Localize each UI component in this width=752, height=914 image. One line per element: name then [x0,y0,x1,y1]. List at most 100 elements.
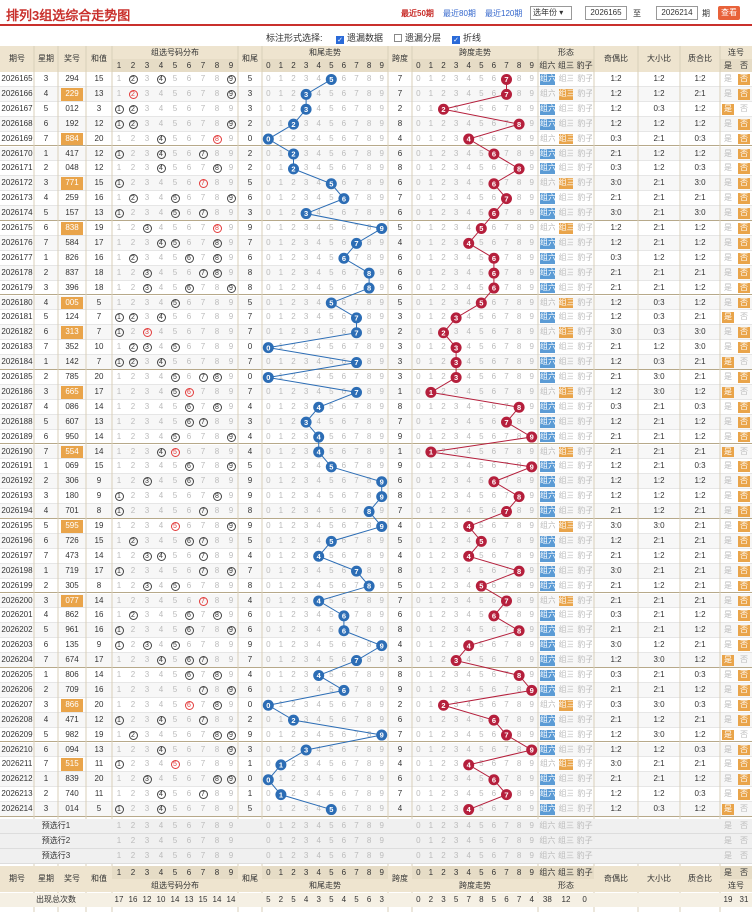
from-period-input[interactable]: 2026165 [585,6,627,20]
preview-span-cell[interactable]: 9 [525,849,538,864]
preview-span-cell[interactable]: 4 [462,834,475,849]
preview-dist-cell[interactable]: 5 [168,834,182,849]
preview-yes[interactable]: 是 [720,834,736,849]
preview-tail-cell[interactable]: 1 [275,849,288,864]
preview-yes[interactable]: 是 [720,819,736,834]
preview-span-cell[interactable]: 2 [437,849,450,864]
preview-tail-cell[interactable]: 7 [350,849,363,864]
preview-dist-cell[interactable]: 2 [126,849,140,864]
preview-span-cell[interactable]: 2 [437,834,450,849]
preview-form-cell[interactable]: 组六 [538,834,557,849]
preview-dist-cell[interactable]: 4 [154,819,168,834]
option-missing-data[interactable]: ✓ 遗漏数据 [336,31,383,44]
preview-tail-cell[interactable]: 8 [363,834,376,849]
preview-dist-cell[interactable]: 3 [140,819,154,834]
preview-tail-cell[interactable]: 9 [375,834,388,849]
preview-tail-cell[interactable]: 1 [275,819,288,834]
preview-no[interactable]: 否 [736,834,752,849]
preview-span-cell[interactable]: 4 [462,819,475,834]
preview-span-cell[interactable]: 5 [475,834,488,849]
preview-dist-cell[interactable]: 3 [140,834,154,849]
preview-span-cell[interactable]: 1 [425,849,438,864]
preview-form-cell[interactable]: 组六 [538,819,557,834]
period-link-50[interactable]: 最近50期 [401,8,434,19]
preview-form-cell[interactable]: 组三 [557,834,576,849]
checkbox-icon[interactable]: ✓ [336,36,344,44]
preview-dist-cell[interactable]: 6 [182,819,196,834]
preview-tail-cell[interactable]: 0 [262,834,275,849]
preview-span-cell[interactable]: 0 [412,819,425,834]
preview-tail-cell[interactable]: 5 [325,819,338,834]
preview-tail-cell[interactable]: 0 [262,819,275,834]
checkbox-icon[interactable]: ✓ [452,36,460,44]
preview-dist-cell[interactable]: 8 [210,834,224,849]
preview-form-cell[interactable]: 组三 [557,849,576,864]
preview-span-cell[interactable]: 8 [513,834,526,849]
preview-tail-cell[interactable]: 6 [338,834,351,849]
query-button[interactable]: 查看 [718,6,740,20]
preview-dist-cell[interactable]: 6 [182,849,196,864]
preview-yes[interactable]: 是 [720,849,736,864]
preview-span-cell[interactable]: 3 [450,849,463,864]
preview-tail-cell[interactable]: 2 [287,849,300,864]
preview-tail-cell[interactable]: 1 [275,834,288,849]
preview-span-cell[interactable]: 9 [525,834,538,849]
preview-tail-cell[interactable]: 3 [300,849,313,864]
preview-dist-cell[interactable]: 9 [224,849,238,864]
preview-tail-cell[interactable]: 3 [300,819,313,834]
preview-dist-cell[interactable]: 7 [196,819,210,834]
preview-span-cell[interactable]: 0 [412,834,425,849]
preview-dist-cell[interactable]: 5 [168,819,182,834]
preview-form-cell[interactable]: 豹子 [575,849,594,864]
preview-dist-cell[interactable]: 7 [196,834,210,849]
preview-span-cell[interactable]: 8 [513,849,526,864]
preview-span-cell[interactable]: 5 [475,819,488,834]
preview-span-cell[interactable]: 7 [500,819,513,834]
preview-tail-cell[interactable]: 6 [338,819,351,834]
preview-tail-cell[interactable]: 8 [363,849,376,864]
preview-span-cell[interactable]: 0 [412,849,425,864]
preview-tail-cell[interactable]: 3 [300,834,313,849]
preview-tail-cell[interactable]: 4 [312,819,325,834]
preview-dist-cell[interactable]: 5 [168,849,182,864]
preview-tail-cell[interactable]: 7 [350,819,363,834]
to-period-input[interactable]: 2026214 [656,6,698,20]
preview-tail-cell[interactable]: 6 [338,849,351,864]
preview-dist-cell[interactable]: 1 [112,834,126,849]
preview-dist-cell[interactable]: 7 [196,849,210,864]
preview-span-cell[interactable]: 1 [425,819,438,834]
preview-span-cell[interactable]: 2 [437,819,450,834]
preview-span-cell[interactable]: 3 [450,819,463,834]
preview-span-cell[interactable]: 6 [488,819,501,834]
preview-tail-cell[interactable]: 9 [375,819,388,834]
preview-form-cell[interactable]: 组六 [538,849,557,864]
preview-dist-cell[interactable]: 2 [126,834,140,849]
option-polyline[interactable]: ✓ 折线 [452,31,481,44]
preview-span-cell[interactable]: 1 [425,834,438,849]
preview-span-cell[interactable]: 6 [488,834,501,849]
preview-dist-cell[interactable]: 8 [210,849,224,864]
period-link-120[interactable]: 最近120期 [485,8,522,19]
preview-dist-cell[interactable]: 4 [154,834,168,849]
preview-tail-cell[interactable]: 4 [312,834,325,849]
preview-tail-cell[interactable]: 4 [312,849,325,864]
preview-dist-cell[interactable]: 2 [126,819,140,834]
preview-dist-cell[interactable]: 1 [112,849,126,864]
preview-no[interactable]: 否 [736,849,752,864]
preview-span-cell[interactable]: 8 [513,819,526,834]
preview-dist-cell[interactable]: 9 [224,819,238,834]
preview-dist-cell[interactable]: 1 [112,819,126,834]
preview-span-cell[interactable]: 7 [500,849,513,864]
preview-span-cell[interactable]: 7 [500,834,513,849]
checkbox-icon[interactable] [394,34,402,42]
preview-tail-cell[interactable]: 7 [350,834,363,849]
preview-no[interactable]: 否 [736,819,752,834]
preview-tail-cell[interactable]: 9 [375,849,388,864]
preview-span-cell[interactable]: 5 [475,849,488,864]
preview-span-cell[interactable]: 4 [462,849,475,864]
period-link-80[interactable]: 最近80期 [443,8,476,19]
preview-dist-cell[interactable]: 9 [224,834,238,849]
option-missing-layer[interactable]: 遗漏分层 [394,31,441,44]
preview-tail-cell[interactable]: 2 [287,819,300,834]
preview-dist-cell[interactable]: 4 [154,849,168,864]
